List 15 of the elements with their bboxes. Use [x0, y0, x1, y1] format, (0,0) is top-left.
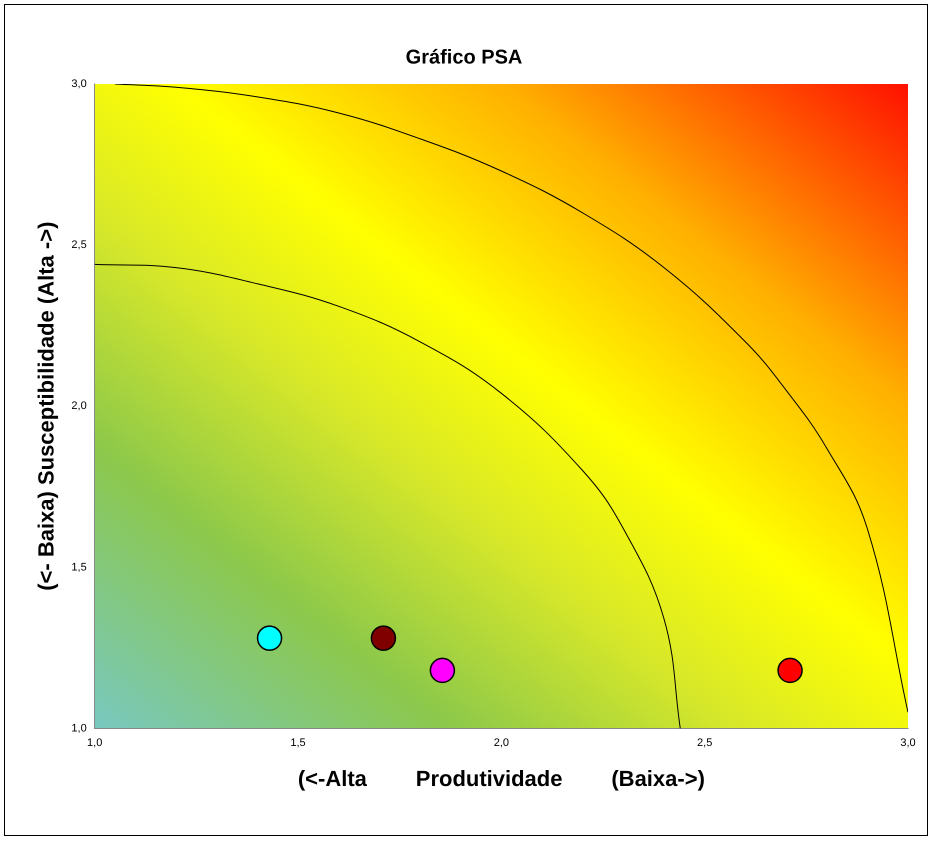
y-tick-label: 1,0 — [71, 722, 87, 734]
y-tick-label: 2,5 — [71, 239, 87, 252]
x-tick-label: 1,5 — [290, 737, 306, 750]
x-tick-label: 2,5 — [697, 737, 712, 750]
x-axis-title: (<-Alta Produtividade (Baixa->) — [298, 766, 705, 791]
y-tick-label: 1,5 — [71, 561, 87, 574]
x-tick-label: 2,0 — [494, 737, 509, 750]
line-series — [94, 264, 681, 728]
y-tick-label: 2,0 — [71, 400, 87, 412]
x-tick-label: 3,0 — [900, 737, 916, 750]
x-tick-label: 1,0 — [87, 737, 102, 750]
y-axis-title: (<- Baixa) Susceptibilidade (Alta ->) — [33, 222, 58, 591]
y-tick-label: 3,0 — [71, 78, 87, 90]
line-series — [114, 84, 908, 713]
chart-title: Gráfico PSA — [406, 46, 522, 69]
